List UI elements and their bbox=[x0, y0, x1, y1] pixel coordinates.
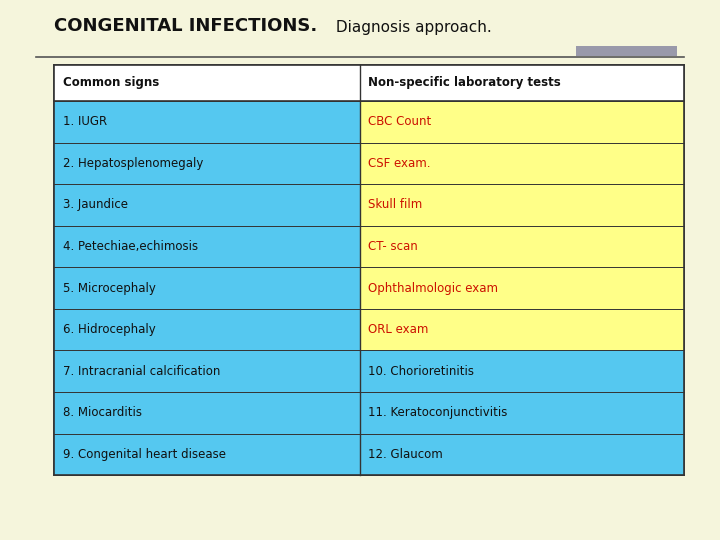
Text: CT- scan: CT- scan bbox=[368, 240, 418, 253]
Text: CSF exam.: CSF exam. bbox=[368, 157, 431, 170]
FancyBboxPatch shape bbox=[359, 434, 684, 475]
FancyBboxPatch shape bbox=[54, 101, 359, 143]
FancyBboxPatch shape bbox=[359, 226, 684, 267]
FancyBboxPatch shape bbox=[54, 309, 359, 350]
Text: 7. Intracranial calcification: 7. Intracranial calcification bbox=[63, 364, 220, 378]
FancyBboxPatch shape bbox=[359, 350, 684, 392]
Text: Ophthalmologic exam: Ophthalmologic exam bbox=[368, 281, 498, 294]
Text: 10. Chorioretinitis: 10. Chorioretinitis bbox=[368, 364, 474, 378]
FancyBboxPatch shape bbox=[54, 267, 359, 309]
Text: CBC Count: CBC Count bbox=[368, 115, 431, 128]
FancyBboxPatch shape bbox=[54, 65, 684, 475]
Text: Diagnosis approach.: Diagnosis approach. bbox=[331, 20, 492, 35]
Text: 6. Hidrocephaly: 6. Hidrocephaly bbox=[63, 323, 156, 336]
Text: CONGENITAL INFECTIONS.: CONGENITAL INFECTIONS. bbox=[54, 17, 318, 35]
FancyBboxPatch shape bbox=[359, 309, 684, 350]
FancyBboxPatch shape bbox=[54, 392, 359, 434]
Text: 8. Miocarditis: 8. Miocarditis bbox=[63, 406, 142, 420]
FancyBboxPatch shape bbox=[359, 184, 684, 226]
Text: 2. Hepatosplenomegaly: 2. Hepatosplenomegaly bbox=[63, 157, 203, 170]
FancyBboxPatch shape bbox=[359, 101, 684, 143]
FancyBboxPatch shape bbox=[359, 267, 684, 309]
Text: 11. Keratoconjunctivitis: 11. Keratoconjunctivitis bbox=[368, 406, 508, 420]
Text: 4. Petechiae,echimosis: 4. Petechiae,echimosis bbox=[63, 240, 198, 253]
Text: Common signs: Common signs bbox=[63, 76, 159, 89]
Text: 12. Glaucom: 12. Glaucom bbox=[368, 448, 443, 461]
FancyBboxPatch shape bbox=[54, 143, 359, 184]
Text: 3. Jaundice: 3. Jaundice bbox=[63, 198, 127, 211]
Text: Skull film: Skull film bbox=[368, 198, 423, 211]
Text: 5. Microcephaly: 5. Microcephaly bbox=[63, 281, 156, 294]
Text: ORL exam: ORL exam bbox=[368, 323, 428, 336]
Text: 1. IUGR: 1. IUGR bbox=[63, 115, 107, 128]
FancyBboxPatch shape bbox=[54, 350, 359, 392]
FancyBboxPatch shape bbox=[54, 434, 359, 475]
FancyBboxPatch shape bbox=[54, 65, 684, 101]
FancyBboxPatch shape bbox=[54, 184, 359, 226]
FancyBboxPatch shape bbox=[54, 226, 359, 267]
FancyBboxPatch shape bbox=[576, 46, 677, 56]
FancyBboxPatch shape bbox=[359, 392, 684, 434]
Text: Non-specific laboratory tests: Non-specific laboratory tests bbox=[368, 76, 561, 89]
Text: 9. Congenital heart disease: 9. Congenital heart disease bbox=[63, 448, 225, 461]
FancyBboxPatch shape bbox=[359, 143, 684, 184]
